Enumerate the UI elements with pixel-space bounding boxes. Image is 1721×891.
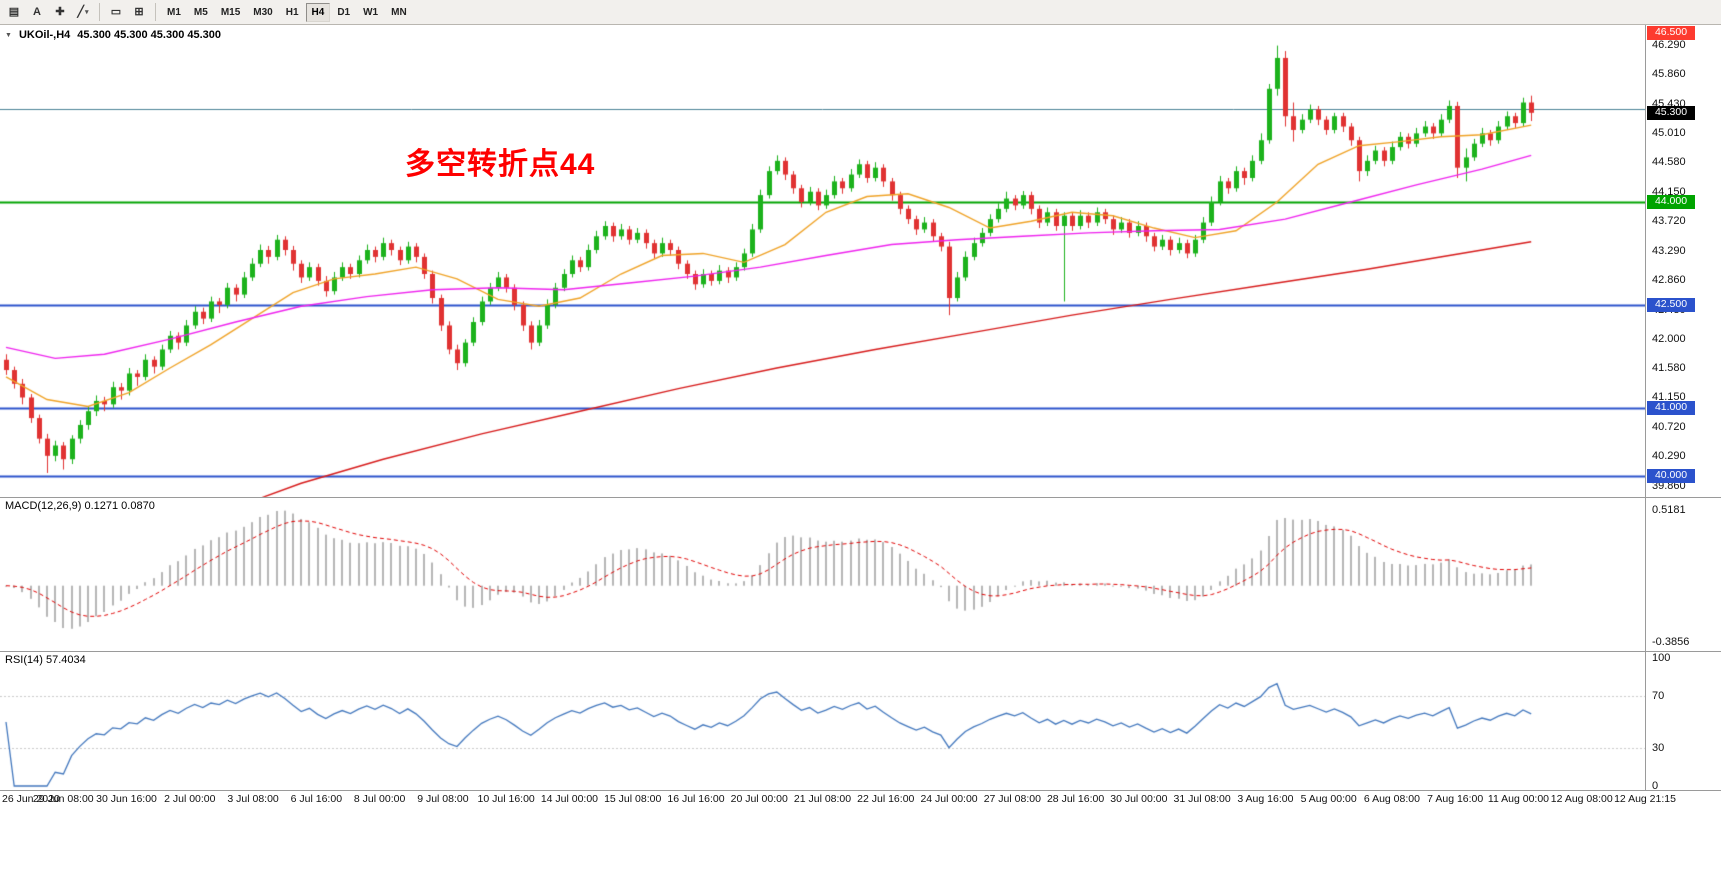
- time-label: 15 Jul 08:00: [604, 793, 662, 805]
- time-label: 31 Jul 08:00: [1173, 793, 1231, 805]
- axis-divider: [1645, 25, 1646, 790]
- time-label: 30 Jun 16:00: [96, 793, 157, 805]
- time-label: 7 Aug 16:00: [1427, 793, 1484, 805]
- timeframe-m5-button[interactable]: M5: [188, 3, 214, 22]
- grid-tool-icon: ⊞: [134, 5, 144, 18]
- time-label: 30 Jul 00:00: [1110, 793, 1168, 805]
- timeframe-d1-button[interactable]: D1: [331, 3, 356, 22]
- time-label: 12 Aug 08:00: [1550, 793, 1613, 805]
- toolbar-separator: [155, 3, 156, 21]
- price-chart-canvas[interactable]: [0, 25, 1645, 790]
- rsi-indicator-label: RSI(14) 57.4034: [5, 654, 86, 666]
- time-label: 27 Jul 08:00: [983, 793, 1041, 805]
- rectangle-tool-icon: ▭: [110, 5, 122, 18]
- panel-separator[interactable]: [0, 651, 1721, 652]
- grid-tool-button[interactable]: ⊞: [128, 2, 150, 22]
- timeframe-m15-button[interactable]: M15: [215, 3, 246, 22]
- price-tick-label: 43.290: [1652, 244, 1686, 257]
- price-tick-label: 41.580: [1652, 362, 1686, 374]
- price-tick-label: 42.000: [1652, 333, 1686, 346]
- macd-axis-label: -0.3856: [1652, 636, 1690, 649]
- time-label: 11 Aug 00:00: [1487, 793, 1550, 805]
- time-label: 14 Jul 00:00: [540, 793, 599, 805]
- price-tick-label: 40.290: [1652, 450, 1686, 463]
- rsi-axis-label: 30: [1652, 741, 1665, 754]
- symbol-period-label: UKOil-,H4: [18, 29, 71, 41]
- rsi-axis-label: 70: [1652, 690, 1665, 703]
- price-tick-label: 44.150: [1652, 185, 1686, 198]
- price-tick-label: 43.720: [1652, 215, 1686, 228]
- text-tool-button[interactable]: A: [26, 2, 48, 22]
- crosshair-tool-icon: ✚: [55, 5, 65, 18]
- symbol-dropdown-icon[interactable]: ▼: [5, 31, 12, 39]
- price-tick-label: 44.580: [1652, 156, 1686, 169]
- time-label: 3 Jul 08:00: [227, 793, 279, 805]
- timeframe-m1-button[interactable]: M1: [161, 3, 187, 22]
- rectangle-tool-button[interactable]: ▭: [105, 2, 127, 22]
- timeframe-h4-button[interactable]: H4: [305, 2, 331, 22]
- time-label: 28 Jul 16:00: [1046, 793, 1105, 805]
- chart-list-tool-button[interactable]: ▤: [3, 2, 25, 22]
- toolbar-separator: [99, 3, 100, 21]
- panel-separator[interactable]: [0, 497, 1721, 498]
- time-label: 8 Jul 00:00: [353, 793, 406, 805]
- macd-indicator-label: MACD(12,26,9) 0.1271 0.0870: [5, 500, 155, 512]
- rsi-axis-label: 0: [1652, 780, 1659, 792]
- chevron-down-icon: ▾: [85, 9, 89, 16]
- time-label: 26 Jun 2020: [2, 793, 60, 805]
- price-line-label: 40.000: [1647, 469, 1695, 484]
- trendline-tool-icon: ╱: [77, 5, 85, 18]
- time-label: 9 Jul 08:00: [417, 793, 469, 805]
- macd-axis-label: 0.5181: [1652, 503, 1686, 516]
- price-line-label: 41.000: [1647, 400, 1695, 415]
- time-label: 6 Jul 16:00: [290, 793, 343, 805]
- time-label: 5 Aug 00:00: [1300, 793, 1357, 805]
- panel-separator: [0, 790, 1721, 791]
- rsi-axis-label: 100: [1652, 652, 1671, 664]
- price-line-label: 45.300: [1647, 105, 1695, 120]
- price-tick-label: 41.150: [1652, 391, 1686, 404]
- timeframe-w1-button[interactable]: W1: [357, 3, 384, 22]
- time-label: 24 Jul 00:00: [920, 793, 978, 805]
- timeframe-h1-button[interactable]: H1: [280, 3, 305, 22]
- time-label: 16 Jul 16:00: [667, 793, 725, 805]
- price-line-label: 42.500: [1647, 297, 1695, 312]
- price-line-label: 46.500: [1647, 26, 1695, 40]
- timeframe-m30-button[interactable]: M30: [247, 3, 278, 22]
- chart-title: ▼ UKOil-,H4 45.300 45.300 45.300 45.300: [5, 29, 221, 41]
- chart-annotation-text[interactable]: 多空转折点44: [405, 148, 596, 181]
- price-line-label: 44.000: [1647, 194, 1695, 209]
- toolbar: ▤ A ✚ ╱ ▾ ▭ ⊞ M1 M5 M15 M30 H1 H4 D1 W1 MN: [0, 0, 1721, 25]
- time-label: 10 Jul 16:00: [477, 793, 535, 805]
- time-label: 3 Aug 16:00: [1237, 793, 1294, 805]
- price-tick-label: 45.860: [1652, 68, 1686, 81]
- trendline-tool-button[interactable]: ╱ ▾: [72, 2, 94, 22]
- price-tick-label: 46.290: [1652, 38, 1686, 51]
- text-tool-icon: A: [33, 5, 41, 18]
- time-label: 22 Jul 16:00: [857, 793, 915, 805]
- ohlc-values: 45.300 45.300 45.300 45.300: [77, 29, 222, 41]
- time-label: 29 Jun 08:00: [32, 793, 94, 805]
- crosshair-tool-button[interactable]: ✚: [49, 2, 71, 22]
- time-label: 2 Jul 00:00: [164, 793, 216, 805]
- time-label: 12 Aug 21:15: [1614, 793, 1676, 805]
- price-tick-label: 40.720: [1652, 420, 1686, 433]
- time-label: 21 Jul 08:00: [793, 793, 852, 805]
- price-tick-label: 42.860: [1652, 274, 1686, 287]
- time-label: 6 Aug 08:00: [1363, 793, 1420, 805]
- timeframe-mn-button[interactable]: MN: [385, 3, 413, 22]
- time-label: 20 Jul 00:00: [730, 793, 788, 805]
- price-tick-label: 45.010: [1652, 126, 1686, 139]
- chart-list-tool-icon: ▤: [8, 5, 20, 18]
